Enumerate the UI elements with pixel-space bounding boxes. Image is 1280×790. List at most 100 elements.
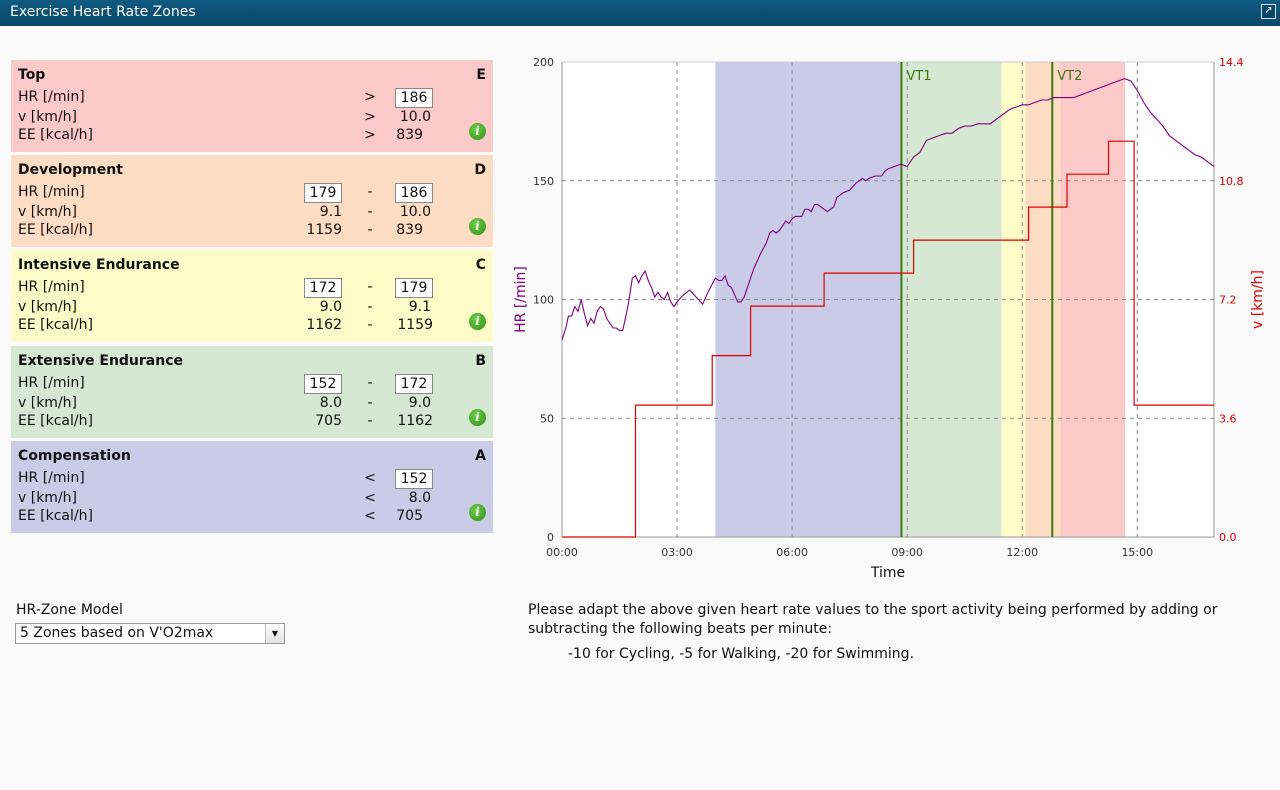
info-icon[interactable]: i (469, 123, 486, 140)
x-tick-label: 09:00 (891, 546, 923, 559)
info-icon[interactable]: i (469, 504, 486, 521)
ee-low-value: 1159 (306, 222, 342, 238)
zone-letter: B (475, 353, 486, 369)
x-tick-label: 06:00 (776, 546, 808, 559)
info-icon[interactable]: i (469, 409, 486, 426)
v-high-value: 10.0 (399, 204, 431, 220)
range-dash: - (367, 222, 373, 238)
zone-extensive-endurance: Extensive Endurance B HR [/min] v [km/h]… (11, 346, 493, 438)
vt-label-vt2: VT2 (1057, 69, 1082, 84)
hr-high-input[interactable]: 179 (395, 278, 433, 298)
hr-zone-model-value: 5 Zones based on V'O2max (20, 625, 214, 641)
hr-low-input[interactable]: 152 (304, 374, 342, 394)
v-label: v [km/h] (18, 299, 77, 315)
v-high-value: 9.0 (408, 395, 431, 411)
zone-letter: C (475, 257, 486, 273)
zone-band-A (715, 62, 902, 537)
v-low-value: 8.0 (319, 395, 342, 411)
zone-development: Development D HR [/min] v [km/h] EE [kca… (11, 155, 493, 247)
hr-low-input[interactable]: 172 (304, 278, 342, 298)
hr-high-input[interactable]: 186 (395, 88, 433, 108)
right-axis-label: v [km/h] (1250, 270, 1266, 329)
x-tick-label: 00:00 (546, 546, 578, 559)
left-tick-label: 50 (540, 412, 554, 425)
v-high-value: 9.1 (408, 299, 431, 315)
v-label: v [km/h] (18, 395, 77, 411)
right-tick-label: 3.6 (1219, 412, 1237, 425)
speed-series-line (562, 140, 1214, 538)
hr-low-input[interactable]: 179 (304, 183, 342, 203)
range-dash: - (367, 299, 373, 315)
operator: > (364, 109, 376, 125)
hr-label: HR [/min] (18, 470, 85, 486)
zone-name: Intensive Endurance (18, 257, 180, 273)
hr-high-input[interactable]: 172 (395, 374, 433, 394)
v-high-value: 8.0 (408, 490, 431, 506)
zone-name: Development (18, 162, 123, 178)
range-dash: - (367, 279, 373, 295)
zone-name: Top (18, 67, 46, 83)
window-title: Exercise Heart Rate Zones (10, 4, 196, 20)
hr-zone-model-select[interactable]: 5 Zones based on V'O2max ▼ (15, 623, 285, 644)
v-label: v [km/h] (18, 204, 77, 220)
x-tick-label: 15:00 (1121, 546, 1153, 559)
v-label: v [km/h] (18, 109, 77, 125)
ee-high-value: 839 (396, 222, 423, 238)
ee-low-value: 1162 (306, 317, 342, 333)
left-tick-label: 0 (547, 531, 554, 544)
range-dash: - (367, 395, 373, 411)
v-label: v [km/h] (18, 490, 77, 506)
ee-high-value: 705 (396, 508, 423, 524)
zone-name: Compensation (18, 448, 131, 464)
zone-band-B (901, 62, 1002, 537)
ee-high-value: 1162 (397, 413, 433, 429)
zone-letter: A (475, 448, 486, 464)
ee-label: EE [kcal/h] (18, 317, 93, 333)
adjustment-note: Please adapt the above given heart rate … (528, 602, 1218, 637)
v-low-value: 9.1 (319, 204, 342, 220)
vt-label-vt1: VT1 (906, 69, 931, 84)
ee-label: EE [kcal/h] (18, 127, 93, 143)
hr-label: HR [/min] (18, 89, 85, 105)
zone-top: Top E HR [/min] v [km/h] EE [kcal/h] > >… (11, 60, 493, 152)
range-dash: - (367, 184, 373, 200)
operator: < (364, 490, 376, 506)
hr-high-input[interactable]: 152 (395, 469, 433, 489)
ee-label: EE [kcal/h] (18, 413, 93, 429)
ee-high-value: 1159 (397, 317, 433, 333)
right-tick-label: 10.8 (1219, 175, 1244, 188)
adjustment-values: -10 for Cycling, -5 for Walking, -20 for… (568, 646, 915, 662)
operator: < (364, 470, 376, 486)
x-axis-label: Time (870, 565, 905, 581)
hr-label: HR [/min] (18, 184, 85, 200)
left-tick-label: 200 (533, 56, 554, 69)
ee-label: EE [kcal/h] (18, 222, 93, 238)
v-low-value: 9.0 (319, 299, 342, 315)
hr-series-line (561, 78, 1215, 341)
info-icon[interactable]: i (469, 313, 486, 330)
range-dash: - (367, 413, 373, 429)
hr-high-input[interactable]: 186 (395, 183, 433, 203)
hr-zone-model-label: HR-Zone Model (16, 602, 123, 618)
maximize-icon[interactable]: ↗ (1261, 4, 1276, 19)
left-axis-label: HR [/min] (513, 266, 529, 333)
v-high-value: 10.0 (399, 109, 431, 125)
right-tick-label: 14.4 (1219, 56, 1244, 69)
heart-rate-chart: 0 50 100 150 200 0.0 3.6 7.2 10.8 14.4 00:00 03:00 0… (513, 56, 1266, 581)
chevron-down-icon[interactable]: ▼ (265, 624, 284, 643)
range-dash: - (367, 375, 373, 391)
operator: > (364, 89, 376, 105)
range-dash: - (367, 204, 373, 220)
operator: > (364, 127, 376, 143)
ee-high-value: 839 (396, 127, 423, 143)
operator: < (364, 508, 376, 524)
zone-intensive-endurance: Intensive Endurance C HR [/min] v [km/h]… (11, 250, 493, 342)
left-tick-label: 100 (533, 294, 554, 307)
right-tick-label: 0.0 (1219, 531, 1237, 544)
info-icon[interactable]: i (469, 218, 486, 235)
zone-letter: D (474, 162, 486, 178)
ee-label: EE [kcal/h] (18, 508, 93, 524)
zone-name: Extensive Endurance (18, 353, 184, 369)
ee-low-value: 705 (315, 413, 342, 429)
range-dash: - (367, 317, 373, 333)
